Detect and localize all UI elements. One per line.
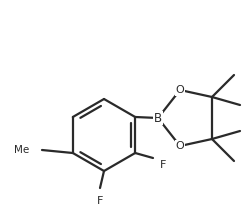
Text: O: O bbox=[176, 85, 184, 95]
Text: F: F bbox=[97, 196, 103, 206]
Text: Me: Me bbox=[14, 145, 30, 155]
Text: F: F bbox=[160, 160, 166, 170]
Text: O: O bbox=[176, 141, 184, 151]
Text: B: B bbox=[154, 112, 162, 125]
